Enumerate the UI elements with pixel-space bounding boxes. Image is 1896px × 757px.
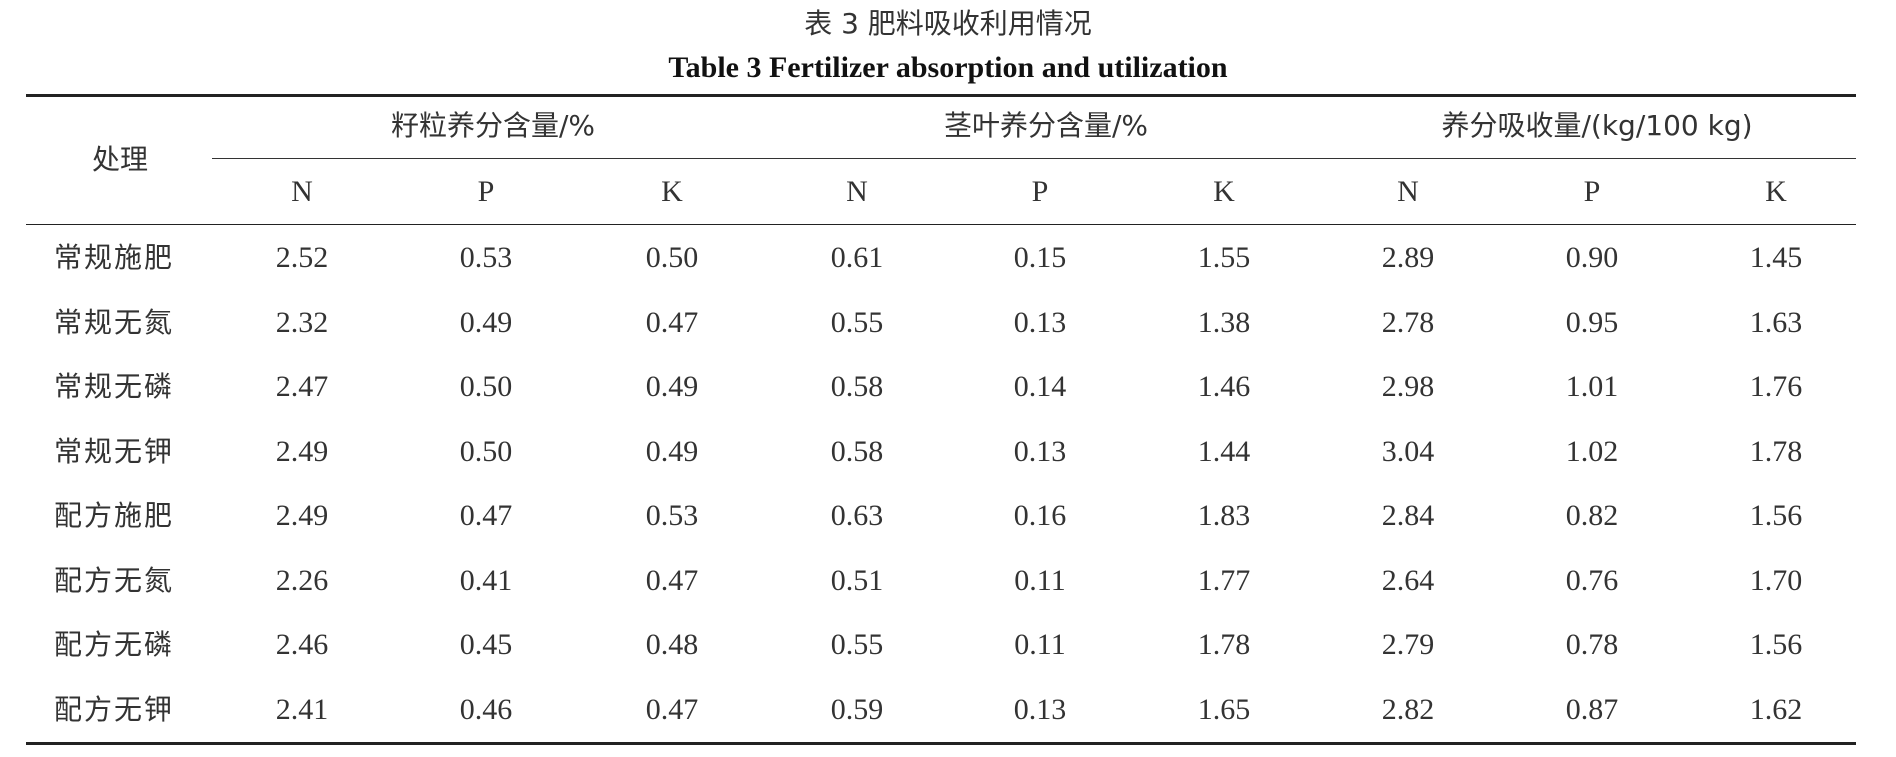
treatment-label: 常规无磷 bbox=[54, 370, 175, 403]
table-cell: 2.26 bbox=[275, 564, 329, 597]
subcolumn-header: N bbox=[846, 175, 868, 208]
table-cell: 1.56 bbox=[1749, 499, 1803, 532]
table-cell: 1.44 bbox=[1197, 435, 1251, 468]
table-cell: 1.65 bbox=[1197, 693, 1251, 726]
subcolumn-header: K bbox=[661, 175, 683, 208]
table-cell: 2.41 bbox=[275, 693, 329, 726]
table-cell: 0.51 bbox=[830, 564, 884, 597]
treatment-label: 常规无钾 bbox=[54, 435, 175, 468]
subcolumn-header: P bbox=[1583, 175, 1601, 208]
table-cell: 0.82 bbox=[1565, 499, 1619, 532]
table-cell: 1.62 bbox=[1749, 693, 1803, 726]
table-cell: 2.84 bbox=[1381, 499, 1435, 532]
table-cell: 0.47 bbox=[645, 306, 699, 339]
table-bottom-rule bbox=[26, 742, 1856, 745]
table-cell: 0.13 bbox=[1013, 435, 1067, 468]
table-cell: 0.55 bbox=[830, 628, 884, 661]
table-cell: 0.87 bbox=[1565, 693, 1619, 726]
table-cell: 1.02 bbox=[1565, 435, 1619, 468]
table-cell: 2.89 bbox=[1381, 241, 1435, 274]
subcolumn-header: K bbox=[1213, 175, 1235, 208]
table-cell: 0.55 bbox=[830, 306, 884, 339]
table-cell: 2.98 bbox=[1381, 370, 1435, 403]
nutrient-uptake-header: 养分吸收量/(kg/100 kg) bbox=[1441, 109, 1753, 142]
table-cell: 0.50 bbox=[459, 370, 513, 403]
table-cell: 0.53 bbox=[645, 499, 699, 532]
treatment-label: 配方无钾 bbox=[54, 693, 175, 726]
table-cell: 0.47 bbox=[459, 499, 513, 532]
table-cell: 1.63 bbox=[1749, 306, 1803, 339]
table-cell: 0.41 bbox=[459, 564, 513, 597]
table-cell: 0.61 bbox=[830, 241, 884, 274]
table-cell: 0.15 bbox=[1013, 241, 1067, 274]
table-cell: 0.90 bbox=[1565, 241, 1619, 274]
table-cell: 2.64 bbox=[1381, 564, 1435, 597]
table-cell: 1.78 bbox=[1749, 435, 1803, 468]
table-cell: 0.49 bbox=[645, 435, 699, 468]
table-caption-en: Table 3 Fertilizer absorption and utiliz… bbox=[668, 51, 1228, 84]
table-cell: 0.76 bbox=[1565, 564, 1619, 597]
header-bottom-rule bbox=[26, 224, 1856, 225]
table-cell: 0.53 bbox=[459, 241, 513, 274]
table-cell: 0.16 bbox=[1013, 499, 1067, 532]
table-cell: 1.38 bbox=[1197, 306, 1251, 339]
table-cell: 0.46 bbox=[459, 693, 513, 726]
table-cell: 0.13 bbox=[1013, 693, 1067, 726]
table-cell: 2.49 bbox=[275, 435, 329, 468]
table-cell: 0.95 bbox=[1565, 306, 1619, 339]
table-cell: 0.49 bbox=[645, 370, 699, 403]
treatment-label: 配方无氮 bbox=[54, 564, 175, 597]
treatment-label: 配方无磷 bbox=[54, 628, 175, 661]
table-top-rule bbox=[26, 94, 1856, 97]
table-cell: 0.13 bbox=[1013, 306, 1067, 339]
table-cell: 2.52 bbox=[275, 241, 329, 274]
table-cell: 0.45 bbox=[459, 628, 513, 661]
header-group-rule bbox=[212, 158, 1856, 159]
table-cell: 1.01 bbox=[1565, 370, 1619, 403]
table-cell: 0.11 bbox=[1014, 564, 1066, 597]
table-cell: 0.78 bbox=[1565, 628, 1619, 661]
table-cell: 0.63 bbox=[830, 499, 884, 532]
table-cell: 1.55 bbox=[1197, 241, 1251, 274]
table-cell: 0.50 bbox=[645, 241, 699, 274]
table-cell: 2.49 bbox=[275, 499, 329, 532]
table-cell: 0.11 bbox=[1014, 628, 1066, 661]
table-cell: 1.78 bbox=[1197, 628, 1251, 661]
table-cell: 0.47 bbox=[645, 693, 699, 726]
table-cell: 0.58 bbox=[830, 370, 884, 403]
table-cell: 1.56 bbox=[1749, 628, 1803, 661]
treatment-label: 常规施肥 bbox=[54, 241, 175, 274]
table-cell: 1.83 bbox=[1197, 499, 1251, 532]
table-cell: 1.45 bbox=[1749, 241, 1803, 274]
treatment-header: 处理 bbox=[91, 143, 149, 176]
table-cell: 2.32 bbox=[275, 306, 329, 339]
table-cell: 1.77 bbox=[1197, 564, 1251, 597]
table-cell: 0.50 bbox=[459, 435, 513, 468]
table-cell: 0.14 bbox=[1013, 370, 1067, 403]
treatment-label: 配方施肥 bbox=[54, 499, 175, 532]
straw-nutrient-header: 茎叶养分含量/% bbox=[943, 109, 1149, 142]
subcolumn-header: P bbox=[1031, 175, 1049, 208]
table-cell: 0.59 bbox=[830, 693, 884, 726]
table-cell: 3.04 bbox=[1381, 435, 1435, 468]
table-cell: 0.47 bbox=[645, 564, 699, 597]
table-cell: 2.78 bbox=[1381, 306, 1435, 339]
table-cell: 2.79 bbox=[1381, 628, 1435, 661]
table-cell: 0.48 bbox=[645, 628, 699, 661]
table-cell: 1.76 bbox=[1749, 370, 1803, 403]
table-cell: 1.46 bbox=[1197, 370, 1251, 403]
subcolumn-header: N bbox=[291, 175, 313, 208]
table-cell: 2.47 bbox=[275, 370, 329, 403]
subcolumn-header: K bbox=[1765, 175, 1787, 208]
table-cell: 0.58 bbox=[830, 435, 884, 468]
subcolumn-header: P bbox=[477, 175, 495, 208]
treatment-label: 常规无氮 bbox=[54, 306, 175, 339]
table-caption-cn: 表 3 肥料吸收利用情况 bbox=[804, 7, 1092, 40]
table-cell: 2.82 bbox=[1381, 693, 1435, 726]
table-cell: 0.49 bbox=[459, 306, 513, 339]
table-cell: 1.70 bbox=[1749, 564, 1803, 597]
table-cell: 2.46 bbox=[275, 628, 329, 661]
grain-nutrient-header: 籽粒养分含量/% bbox=[390, 109, 596, 142]
subcolumn-header: N bbox=[1397, 175, 1419, 208]
